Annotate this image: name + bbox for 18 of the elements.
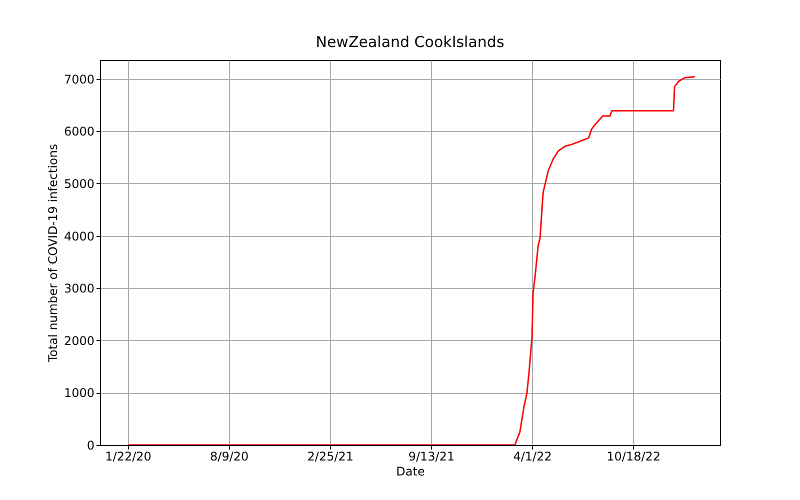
y-tick-label: 2000 [64,334,94,348]
x-tick-label: 1/22/20 [105,450,152,464]
y-tick-label: 0 [86,438,94,452]
y-tick-label: 4000 [64,229,94,244]
y-tick-label: 6000 [64,124,94,139]
chart-title: NewZealand CookIslands [316,33,504,51]
y-tick-label: 5000 [64,176,94,191]
x-tick-label: 9/13/21 [408,450,455,464]
y-axis-title: Total number of COVID-19 infections [46,144,60,364]
y-tick-label: 1000 [64,386,94,400]
y-tick-label: 3000 [64,282,94,296]
x-tick-label: 10/18/22 [606,450,661,464]
x-tick-label: 2/25/21 [307,450,354,464]
line-series [127,76,696,445]
x-tick-label: 4/1/22 [513,450,552,464]
x-tick-label: 8/9/20 [210,450,249,464]
x-axis-title: Date [396,464,425,478]
y-tick-label: 7000 [64,72,94,86]
